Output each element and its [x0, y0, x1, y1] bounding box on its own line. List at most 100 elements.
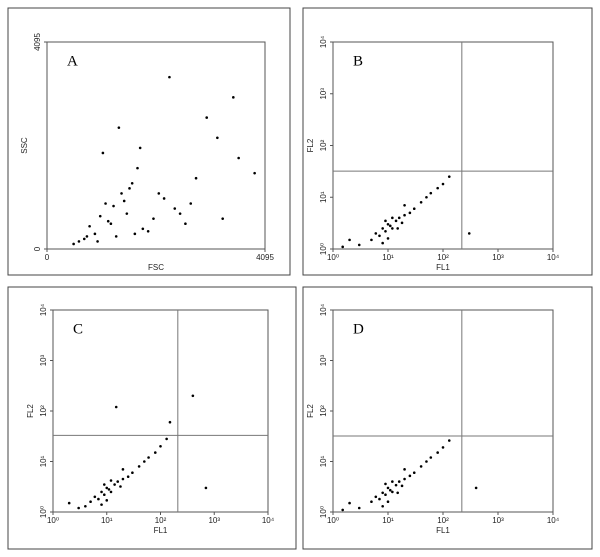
y-axis-label: FL2: [306, 138, 315, 152]
plot-area: [46, 41, 266, 250]
point: [128, 187, 131, 190]
point: [102, 493, 106, 497]
point: [122, 199, 126, 203]
panel-frame: [7, 286, 297, 550]
point: [114, 405, 118, 409]
point: [403, 477, 406, 481]
x-axis-label: FSC: [148, 263, 164, 272]
point: [400, 484, 404, 488]
x-tick-label: 10³: [492, 516, 504, 525]
y-tick-label: 10⁴: [39, 303, 48, 316]
point: [143, 460, 146, 463]
point: [104, 202, 107, 205]
x-axis-label: FL1: [154, 526, 168, 535]
point: [391, 490, 394, 494]
y-tick-label: 0: [33, 246, 42, 251]
point: [381, 227, 384, 230]
point: [84, 504, 87, 508]
x-tick-label: 10¹: [101, 516, 113, 525]
panel-letter: D: [353, 321, 364, 337]
y-tick-label: 10³: [319, 354, 328, 366]
point: [159, 444, 162, 448]
point: [396, 491, 399, 495]
point: [447, 439, 451, 442]
panel-frame: [7, 7, 291, 276]
point: [153, 451, 157, 454]
point: [381, 504, 384, 508]
point: [394, 483, 398, 487]
point: [384, 229, 387, 233]
point: [98, 214, 102, 218]
point: [412, 471, 416, 475]
point: [119, 485, 122, 488]
point: [370, 500, 373, 503]
point: [126, 475, 130, 479]
y-axis-label: FL2: [26, 404, 35, 418]
point: [147, 456, 150, 459]
point: [419, 465, 423, 468]
point: [396, 227, 399, 230]
point: [341, 245, 344, 249]
x-tick-label: 10⁰: [327, 516, 339, 525]
point: [447, 175, 451, 178]
point: [141, 227, 145, 231]
y-tick-label: 10⁰: [319, 243, 328, 255]
point: [378, 497, 381, 501]
plot-area: [332, 309, 554, 513]
point: [429, 456, 433, 459]
point: [348, 238, 351, 242]
x-tick-label: 10³: [492, 253, 504, 262]
point: [162, 197, 166, 200]
y-tick-label: 10³: [319, 88, 328, 100]
point: [425, 195, 428, 199]
point: [412, 207, 416, 211]
x-tick-label: 10³: [208, 516, 220, 525]
y-tick-label: 4095: [33, 33, 42, 51]
point: [131, 471, 134, 475]
y-tick-label: 10²: [319, 139, 328, 151]
point: [384, 482, 387, 486]
point: [429, 191, 433, 195]
point: [138, 146, 142, 150]
panel-letter: B: [353, 53, 363, 69]
point: [116, 480, 120, 483]
x-tick-label: 10⁰: [327, 253, 339, 262]
point: [97, 497, 100, 501]
y-axis-label: FL2: [306, 404, 315, 418]
point: [125, 212, 129, 215]
y-tick-label: 10¹: [319, 455, 328, 467]
point: [436, 451, 439, 454]
point: [216, 136, 219, 140]
point: [113, 483, 116, 486]
point: [100, 490, 103, 494]
point: [82, 237, 86, 241]
point: [109, 222, 113, 226]
point: [121, 477, 125, 481]
point: [67, 501, 71, 505]
point: [391, 227, 394, 230]
point: [96, 240, 99, 243]
y-tick-label: 10²: [39, 405, 48, 417]
point: [85, 235, 89, 238]
y-tick-label: 10⁴: [319, 303, 328, 316]
x-tick-label: 0: [45, 253, 50, 262]
point: [109, 490, 113, 494]
point: [146, 230, 150, 233]
point: [173, 207, 177, 210]
point: [72, 242, 75, 246]
point: [121, 468, 125, 471]
y-tick-label: 10²: [319, 405, 328, 417]
point: [102, 483, 106, 486]
point: [130, 181, 134, 185]
point: [386, 486, 390, 490]
point: [189, 202, 193, 205]
point: [374, 232, 378, 235]
point: [88, 224, 91, 228]
x-tick-label: 10⁰: [47, 516, 59, 525]
point: [384, 219, 387, 223]
point: [165, 437, 168, 441]
point: [114, 235, 118, 238]
point: [168, 420, 172, 424]
point: [341, 508, 344, 512]
x-tick-label: 10²: [155, 516, 167, 525]
